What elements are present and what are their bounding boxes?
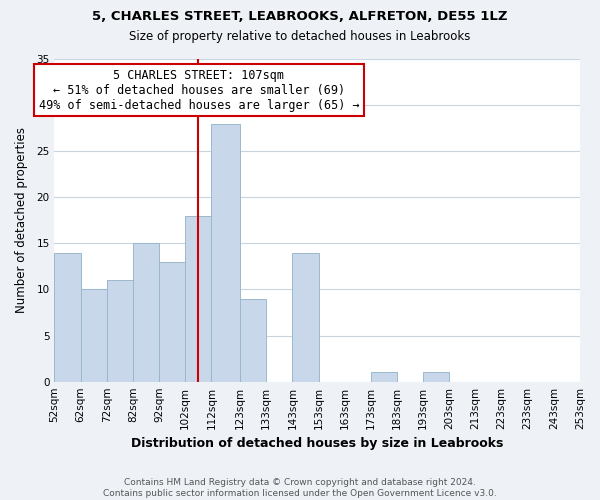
Bar	[107, 280, 133, 382]
Bar	[423, 372, 449, 382]
Bar	[80, 290, 107, 382]
Y-axis label: Number of detached properties: Number of detached properties	[15, 128, 28, 314]
Bar	[292, 252, 319, 382]
Text: 5, CHARLES STREET, LEABROOKS, ALFRETON, DE55 1LZ: 5, CHARLES STREET, LEABROOKS, ALFRETON, …	[92, 10, 508, 23]
Bar	[240, 298, 266, 382]
X-axis label: Distribution of detached houses by size in Leabrooks: Distribution of detached houses by size …	[131, 437, 503, 450]
Text: Size of property relative to detached houses in Leabrooks: Size of property relative to detached ho…	[130, 30, 470, 43]
Bar	[159, 262, 185, 382]
Bar	[371, 372, 397, 382]
Text: Contains HM Land Registry data © Crown copyright and database right 2024.
Contai: Contains HM Land Registry data © Crown c…	[103, 478, 497, 498]
Bar	[211, 124, 240, 382]
Bar	[55, 252, 80, 382]
Bar	[133, 244, 159, 382]
Text: 5 CHARLES STREET: 107sqm
← 51% of detached houses are smaller (69)
49% of semi-d: 5 CHARLES STREET: 107sqm ← 51% of detach…	[38, 68, 359, 112]
Bar	[185, 216, 211, 382]
